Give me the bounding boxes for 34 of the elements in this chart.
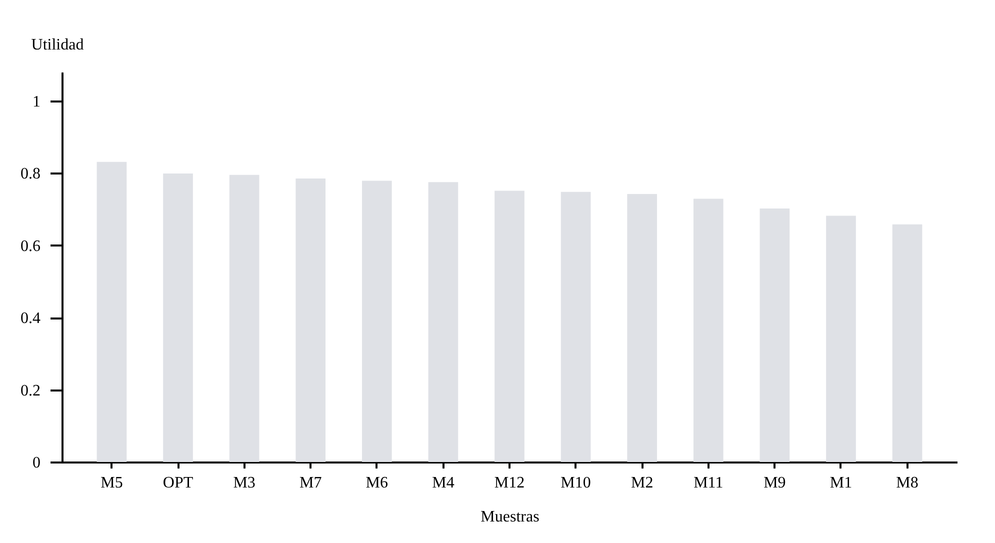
x-tick-label: OPT <box>162 474 194 492</box>
x-tick-label: M11 <box>694 474 724 492</box>
x-tick-label: M2 <box>630 474 654 492</box>
bar <box>163 173 193 462</box>
bar <box>826 216 856 462</box>
y-tick-label: 0.2 <box>20 382 40 400</box>
bar <box>428 182 458 462</box>
x-tick-label: M10 <box>560 474 591 492</box>
x-tick-label: M8 <box>896 474 918 492</box>
bar <box>494 190 524 462</box>
x-tick-label: M4 <box>432 474 454 492</box>
bar <box>892 224 922 462</box>
y-tick-label: 1 <box>32 93 40 110</box>
x-axis-title: Muestras <box>480 508 540 526</box>
y-tick-label: 0 <box>32 454 40 472</box>
x-tick-label: M9 <box>764 474 786 492</box>
y-tick-label: 0.4 <box>20 310 40 328</box>
bar <box>760 208 790 462</box>
bar <box>362 180 392 462</box>
y-axis-title: Utilidad <box>31 36 84 54</box>
x-tick-label: M6 <box>366 474 388 492</box>
bar <box>627 194 658 462</box>
x-tick-label: M12 <box>494 474 525 492</box>
bar <box>693 198 724 462</box>
x-tick-label: M5 <box>100 474 123 492</box>
bar <box>96 162 127 462</box>
y-tick-label: 0.8 <box>20 166 40 183</box>
x-tick-label: M1 <box>830 474 852 492</box>
y-tick-label: 0.6 <box>20 238 40 255</box>
bar <box>560 192 591 462</box>
bar <box>296 178 326 462</box>
bar <box>229 174 260 462</box>
x-tick-label: M7 <box>299 474 322 492</box>
x-tick-label: M3 <box>233 474 256 492</box>
